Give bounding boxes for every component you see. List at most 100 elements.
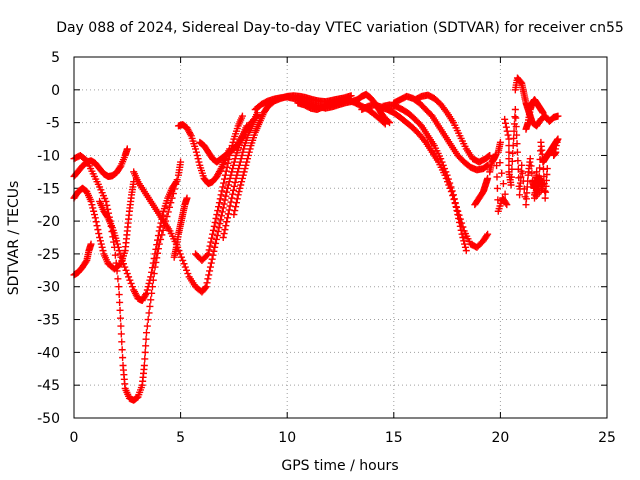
series-track-14	[294, 96, 389, 128]
data-point	[141, 348, 149, 356]
data-point	[461, 243, 469, 251]
data-point	[204, 250, 212, 258]
data-point	[181, 263, 189, 271]
data-point	[203, 251, 211, 259]
data-series	[70, 74, 562, 404]
data-point	[451, 199, 459, 207]
data-point	[211, 218, 219, 226]
data-point	[381, 120, 389, 128]
data-point	[225, 155, 233, 163]
data-point	[449, 191, 457, 199]
data-point	[148, 264, 156, 272]
data-point	[438, 158, 446, 166]
data-point	[246, 145, 254, 153]
data-point	[232, 203, 240, 211]
data-point	[141, 355, 149, 363]
data-point	[140, 361, 148, 369]
data-point	[234, 191, 242, 199]
series-track-17	[390, 92, 492, 174]
data-point	[205, 246, 213, 254]
data-point	[206, 263, 214, 271]
data-point	[455, 218, 463, 226]
data-point	[218, 187, 226, 195]
data-point	[216, 195, 224, 203]
data-point	[229, 186, 237, 194]
data-point	[219, 204, 227, 212]
data-point	[210, 222, 218, 230]
data-point	[206, 267, 214, 275]
data-point	[223, 163, 231, 171]
data-point	[94, 226, 102, 234]
data-point	[513, 140, 521, 148]
data-point	[219, 234, 227, 241]
data-point	[215, 203, 223, 211]
data-point	[90, 211, 98, 219]
data-point	[447, 183, 455, 191]
data-point	[99, 247, 107, 255]
x-axis-label: GPS time / hours	[281, 458, 398, 474]
data-point	[236, 158, 244, 166]
data-point	[448, 187, 456, 195]
data-point	[117, 322, 125, 330]
data-point	[151, 250, 159, 258]
y-tick-label: -5	[46, 116, 60, 132]
data-point	[111, 251, 119, 259]
data-point	[154, 232, 162, 240]
data-point	[452, 203, 460, 211]
data-point	[223, 218, 231, 226]
data-point	[145, 309, 153, 317]
data-point	[499, 180, 507, 188]
data-point	[194, 155, 202, 163]
data-point	[523, 189, 531, 197]
data-point	[380, 119, 388, 127]
data-point	[218, 208, 226, 216]
data-point	[116, 306, 124, 314]
data-point	[243, 158, 251, 166]
data-point	[526, 155, 534, 163]
data-point	[233, 195, 241, 203]
data-point	[204, 275, 212, 283]
data-point	[115, 247, 123, 255]
data-point	[180, 260, 188, 268]
data-point	[523, 183, 531, 191]
data-point	[202, 283, 210, 291]
data-point	[504, 131, 512, 139]
data-point	[146, 302, 154, 310]
data-point	[119, 260, 127, 268]
data-point	[224, 214, 232, 222]
data-point	[142, 342, 150, 350]
data-point	[230, 211, 238, 219]
data-point	[244, 151, 252, 159]
y-tick-label: -50	[37, 411, 60, 427]
data-point	[239, 148, 247, 156]
data-point	[225, 178, 233, 186]
data-point	[117, 253, 125, 261]
x-tick-label: 10	[278, 430, 296, 446]
data-point	[91, 214, 99, 222]
data-point	[507, 181, 515, 189]
data-point	[212, 235, 220, 243]
data-point	[113, 237, 121, 245]
data-point	[145, 279, 153, 287]
series-track-20	[486, 138, 511, 215]
data-point	[221, 196, 229, 204]
data-point	[502, 199, 510, 207]
data-point	[543, 165, 551, 173]
data-point	[461, 240, 469, 248]
data-point	[510, 127, 518, 135]
data-point	[539, 109, 547, 117]
data-point	[511, 106, 519, 114]
data-point	[210, 247, 218, 255]
series-track-4	[70, 240, 95, 279]
series-track-25	[539, 135, 562, 166]
data-point	[421, 137, 429, 145]
data-point	[527, 162, 535, 170]
data-point	[514, 157, 522, 165]
data-point	[513, 148, 521, 156]
data-point	[146, 276, 154, 284]
data-point	[512, 114, 520, 122]
data-point	[513, 131, 521, 139]
series-track-23	[522, 96, 547, 133]
y-tick-label: -15	[37, 181, 60, 197]
